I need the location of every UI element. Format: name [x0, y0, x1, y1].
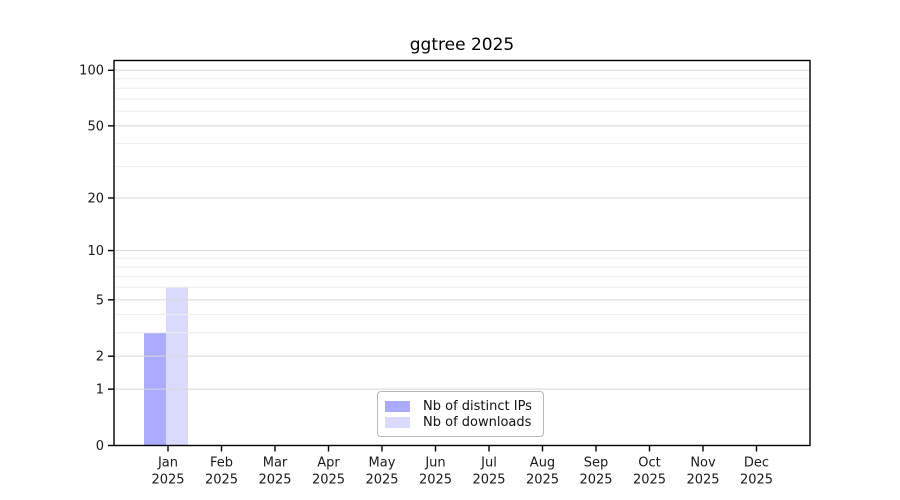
x-tick-label-month: Feb — [210, 456, 233, 471]
y-tick-label: 2 — [96, 350, 104, 365]
x-tick-label-year: 2025 — [579, 473, 612, 488]
x-tick-label-year: 2025 — [151, 473, 184, 488]
y-tick-label: 10 — [87, 244, 104, 259]
legend-item-distinct-ips: Nb of distinct IPs — [385, 398, 537, 415]
x-tick-label-month: Apr — [317, 456, 340, 471]
y-tick-label: 0 — [96, 439, 104, 454]
legend-item-downloads: Nb of downloads — [385, 415, 537, 432]
x-tick-label-year: 2025 — [312, 473, 345, 488]
x-tick-label-year: 2025 — [365, 473, 398, 488]
legend-label-downloads: Nb of downloads — [423, 415, 532, 431]
x-tick-label-year: 2025 — [205, 473, 238, 488]
plot-frame — [113, 59, 811, 447]
x-tick-label-month: Sep — [584, 456, 609, 471]
y-tick-label: 100 — [79, 64, 104, 79]
x-tick-label-month: Oct — [638, 456, 660, 471]
x-tick-label-year: 2025 — [526, 473, 559, 488]
legend-swatch-distinct-ips — [385, 400, 410, 412]
y-tick-label: 20 — [87, 191, 104, 206]
x-tick-label-year: 2025 — [686, 473, 719, 488]
x-tick-label-year: 2025 — [472, 473, 505, 488]
legend-swatch-downloads — [385, 417, 410, 429]
y-tick-label: 5 — [96, 293, 104, 308]
x-tick-label-month: Jun — [424, 456, 445, 471]
x-tick-label-year: 2025 — [633, 473, 666, 488]
legend-label-distinct-ips: Nb of distinct IPs — [423, 398, 532, 414]
x-tick-label-month: May — [369, 456, 396, 471]
y-tick-label: 50 — [87, 119, 104, 134]
chart-title: ggtree 2025 — [409, 35, 515, 55]
x-tick-label-month: Nov — [690, 456, 716, 471]
x-tick-label-month: Aug — [530, 456, 555, 471]
x-tick-label-month: Jan — [157, 456, 178, 471]
x-tick-label-year: 2025 — [419, 473, 452, 488]
x-tick-label-month: Dec — [744, 456, 769, 471]
bar-downloads — [166, 287, 188, 446]
x-tick-label-year: 2025 — [258, 473, 291, 488]
y-tick-label: 1 — [96, 383, 104, 398]
x-tick-label-year: 2025 — [740, 473, 773, 488]
legend: Nb of distinct IPs Nb of downloads — [377, 391, 544, 437]
x-tick-label-month: Mar — [263, 456, 288, 471]
x-tick-label-month: Jul — [480, 456, 497, 471]
